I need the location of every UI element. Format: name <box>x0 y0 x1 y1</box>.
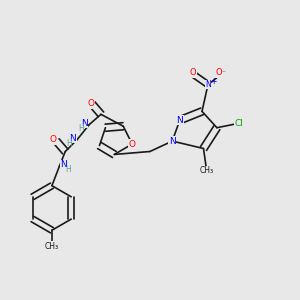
Text: O: O <box>87 99 94 108</box>
Text: O: O <box>50 135 57 144</box>
Text: +: + <box>210 76 217 85</box>
Text: N: N <box>60 160 67 169</box>
Text: N: N <box>176 116 183 125</box>
Text: CH₃: CH₃ <box>200 166 214 175</box>
Text: CH₃: CH₃ <box>45 242 59 250</box>
Text: Cl: Cl <box>235 119 244 128</box>
Text: N: N <box>205 80 211 89</box>
Text: N: N <box>69 134 76 142</box>
Text: O⁻: O⁻ <box>216 68 227 77</box>
Text: H: H <box>65 165 70 174</box>
Text: H: H <box>78 124 84 133</box>
Text: O: O <box>129 140 136 148</box>
Text: O: O <box>190 68 196 77</box>
Text: N: N <box>81 119 88 128</box>
Text: H: H <box>66 139 72 148</box>
Text: N: N <box>169 136 176 146</box>
